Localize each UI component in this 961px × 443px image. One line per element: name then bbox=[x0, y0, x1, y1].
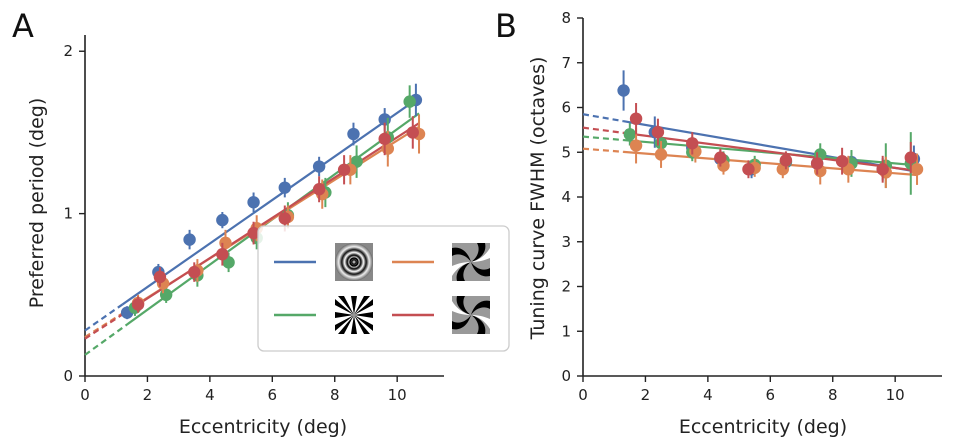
panel-b-data-point-spiral-red bbox=[651, 125, 665, 139]
panel-b-data-point-spiral-red bbox=[629, 112, 643, 125]
panel-a-data-point-spiral-red bbox=[337, 163, 351, 176]
legend-box bbox=[257, 225, 510, 352]
panel-a-ticks: 0 2 4 6 8 10 0 1 2 bbox=[63, 42, 406, 404]
panel-a-fit-line-spiral-red bbox=[124, 122, 420, 314]
panel-b-fit-extrapolation-spiral-red bbox=[582, 126, 624, 134]
panel-b-data-point-spiral-orange bbox=[629, 139, 643, 152]
panel-a-data-point-annulus bbox=[347, 127, 360, 141]
panel-a-axes bbox=[84, 35, 444, 377]
pinwheel-stimulus-icon bbox=[335, 296, 373, 334]
panel-a-x-tick-label: 4 bbox=[205, 386, 215, 404]
panel-a-data-point-annulus bbox=[312, 160, 326, 173]
panel-b-y-tick-label: 8 bbox=[561, 9, 571, 27]
panel-b-y-tick-label: 4 bbox=[561, 188, 571, 206]
panel-b-x-tick-label: 0 bbox=[578, 386, 588, 404]
panel-b-data-point-spiral-red bbox=[686, 137, 699, 150]
spiral-stimulus-icon bbox=[452, 243, 490, 281]
panel-b-y-tick-label: 3 bbox=[561, 233, 571, 251]
panel-b-fit-extrapolation-spiral-orange bbox=[582, 147, 624, 153]
panel-a-data-point-spiral-red bbox=[216, 248, 229, 261]
panel-b-data-point-spiral-orange bbox=[910, 163, 924, 176]
panel-b-y-tick-label: 0 bbox=[561, 367, 571, 385]
panel-a-fit-extrapolation-annulus bbox=[84, 303, 124, 332]
panel-a-data-point-spiral-red bbox=[312, 183, 326, 196]
panel-b-y-tick-label: 2 bbox=[561, 278, 571, 296]
panel-a-data-point-annulus bbox=[247, 196, 260, 209]
panel-b-fit-line-spiral-orange bbox=[623, 150, 918, 177]
panel-b-y-axis-label: Tuning curve FWHM (octaves) bbox=[527, 57, 549, 341]
panel-a-x-tick-label: 2 bbox=[143, 386, 153, 404]
panel-a-data-point-annulus bbox=[216, 213, 229, 227]
panel-b-data-point-spiral-orange bbox=[654, 148, 668, 161]
panel-a-y-axis-label: Preferred period (deg) bbox=[26, 98, 48, 308]
panel-a-y-tick-label: 1 bbox=[63, 205, 73, 223]
panel-a-y-tick-label: 2 bbox=[63, 42, 73, 60]
panel-b-data-point-spiral-red bbox=[876, 163, 889, 176]
panel-a-data-point-pinwheel bbox=[159, 288, 173, 302]
panel-a-data-point-spiral-red bbox=[278, 212, 291, 225]
panel-a-fit-extrapolation-spiral-red bbox=[84, 311, 127, 340]
panel-b-data-point-spiral-red bbox=[714, 151, 727, 164]
panel-b-y-tick-label: 1 bbox=[561, 322, 571, 340]
panel-a-data-point-spiral-red bbox=[247, 226, 260, 240]
panel-b-x-tick-label: 10 bbox=[886, 386, 905, 404]
panel-a-x-axis-label: Eccentricity (deg) bbox=[179, 416, 347, 438]
panel-b-y-tick-label: 6 bbox=[561, 99, 571, 117]
panel-b-axes bbox=[582, 18, 942, 377]
panel-a-x-tick-label: 6 bbox=[268, 386, 278, 404]
panel-b-letter: B bbox=[495, 7, 517, 45]
panel-a-data-point-spiral-red bbox=[131, 298, 145, 311]
panel-a-data-point-pinwheel bbox=[403, 95, 416, 108]
panel-b-fit-line-spiral-red bbox=[623, 131, 918, 172]
panel-b-fit-extrapolation-pinwheel bbox=[582, 135, 624, 142]
panel-a-data-point-spiral-red bbox=[153, 270, 167, 284]
panel-a-data-point-annulus bbox=[183, 233, 196, 246]
panel-a-data-point-spiral-red bbox=[378, 132, 391, 146]
panel-b-data-point-pinwheel bbox=[623, 128, 637, 141]
panel-a-data-point-spiral-orange bbox=[219, 236, 232, 250]
reverse-spiral-stimulus-icon bbox=[452, 296, 490, 334]
panel-a-x-tick-label: 10 bbox=[388, 386, 407, 404]
panel-b-data-point-annulus bbox=[617, 84, 630, 97]
panel-b-data-point-spiral-red bbox=[742, 163, 755, 176]
panel-b-data-point-spiral-red bbox=[779, 154, 793, 167]
panel-a-fit-extrapolation-pinwheel bbox=[84, 324, 127, 356]
panel-b-x-tick-label: 8 bbox=[828, 386, 838, 404]
panel-b-data-point-spiral-red bbox=[835, 155, 849, 168]
panel-a-data-point-spiral-red bbox=[406, 126, 419, 139]
panel-b-fit-line-annulus bbox=[623, 120, 918, 173]
panel-b-x-tick-label: 4 bbox=[703, 386, 713, 404]
panel-a-y-tick-label: 0 bbox=[63, 367, 73, 385]
panel-b-y-tick-label: 7 bbox=[561, 54, 571, 72]
legend bbox=[257, 225, 510, 352]
panel-a-data-points bbox=[120, 83, 426, 320]
panel-a-x-tick-label: 0 bbox=[80, 386, 90, 404]
panel-a-fit-lines bbox=[84, 96, 420, 356]
panel-b-x-tick-label: 2 bbox=[641, 386, 651, 404]
panel-b-ticks: 0 2 4 6 8 10 0 1 2 3 4 5 6 7 8 bbox=[561, 9, 904, 404]
panel-b-fit-lines bbox=[582, 113, 918, 177]
panel-a-letter: A bbox=[12, 7, 34, 45]
panel-b-y-tick-label: 5 bbox=[561, 143, 571, 161]
panel-b-x-tick-label: 6 bbox=[766, 386, 776, 404]
panel-a-data-point-spiral-red bbox=[188, 265, 201, 279]
panel-b: B 0 2 4 6 8 10 0 1 2 3 4 5 6 7 8 Eccentricity (deg) Tu… bbox=[495, 7, 942, 438]
panel-b-fit-extrapolation-annulus bbox=[582, 113, 624, 123]
panel-b-x-axis-label: Eccentricity (deg) bbox=[679, 416, 847, 438]
panel-a: A 0 2 4 6 8 10 0 1 2 Eccentricity (deg) Preferre… bbox=[12, 7, 444, 438]
panel-a-x-tick-label: 8 bbox=[330, 386, 340, 404]
panel-b-data-point-spiral-red bbox=[904, 151, 917, 164]
panel-a-fit-line-annulus bbox=[121, 96, 420, 306]
annulus-stimulus-icon bbox=[335, 243, 373, 281]
panel-a-data-point-annulus bbox=[278, 181, 291, 194]
panel-b-data-point-spiral-red bbox=[810, 157, 824, 170]
panel-b-data-points bbox=[617, 70, 924, 195]
